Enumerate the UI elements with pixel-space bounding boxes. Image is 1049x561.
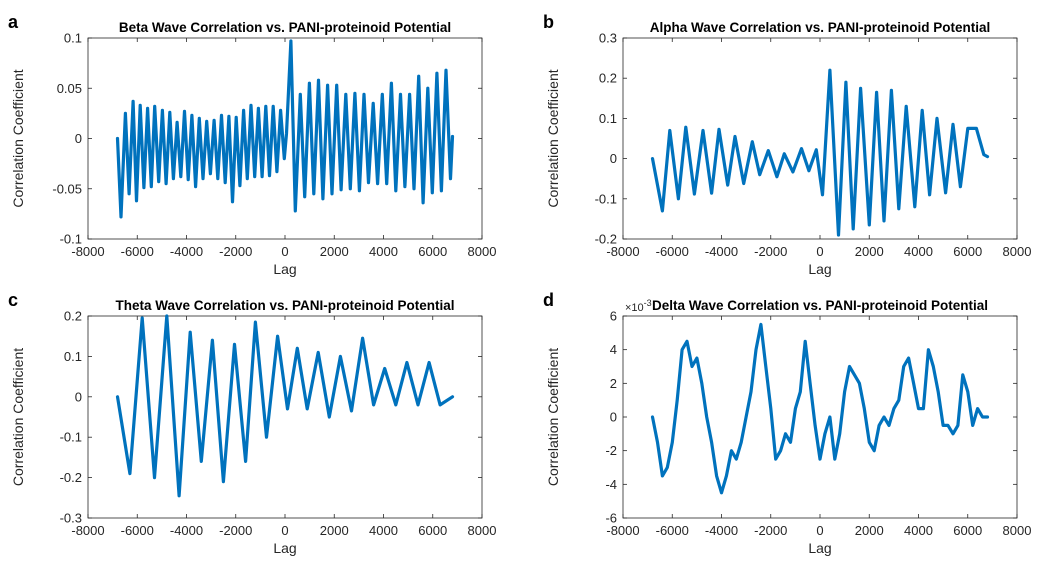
y-tick-label: 0.3 xyxy=(599,31,617,46)
axes-box xyxy=(622,37,1018,240)
y-axis-label: Correlation Coefficient xyxy=(545,69,561,207)
x-tick-label: -2000 xyxy=(754,244,787,259)
x-tick-label: -4000 xyxy=(705,523,738,538)
y-tick-label: 0 xyxy=(610,151,617,166)
x-tick-label: 2000 xyxy=(320,523,349,538)
x-tick-label: -6000 xyxy=(121,523,154,538)
x-tick-label: 4000 xyxy=(904,244,933,259)
chart-title: Alpha Wave Correlation vs. PANI-proteino… xyxy=(650,20,991,35)
x-tick-label: 2000 xyxy=(855,523,884,538)
y-tick-label: 0 xyxy=(75,389,82,404)
x-tick-label: 8000 xyxy=(468,523,497,538)
y-tick-label: 4 xyxy=(610,342,617,357)
y-tick-label: -0.1 xyxy=(595,191,617,206)
y-tick-label: -0.3 xyxy=(60,511,82,526)
x-tick-label: 0 xyxy=(281,244,288,259)
x-tick-label: -2000 xyxy=(754,523,787,538)
y-tick-label: -2 xyxy=(605,443,617,458)
x-axis-label: Lag xyxy=(808,540,831,556)
x-tick-label: 2000 xyxy=(855,244,884,259)
x-tick-label: 8000 xyxy=(1003,244,1032,259)
x-tick-label: -6000 xyxy=(656,244,689,259)
x-tick-label: -8000 xyxy=(71,523,104,538)
x-tick-label: -2000 xyxy=(219,523,252,538)
x-tick-label: 6000 xyxy=(953,244,982,259)
chart-panel-b: -8000 -6000 -4000 -2000 0 2000 4000 6000 8000 -0.… xyxy=(543,12,1031,277)
panel-letter: a xyxy=(8,12,19,32)
y-tick-label: -4 xyxy=(605,477,617,492)
chart-title: Theta Wave Correlation vs. PANI-proteino… xyxy=(115,298,454,313)
x-tick-label: 0 xyxy=(816,244,823,259)
x-tick-label: 6000 xyxy=(418,523,447,538)
series-line xyxy=(650,68,990,237)
y-exponent-label: ×10-3 xyxy=(625,298,652,314)
x-tick-label: -8000 xyxy=(606,523,639,538)
y-tick-label: -0.2 xyxy=(60,470,82,485)
x-axis-label: Lag xyxy=(808,261,831,277)
x-tick-label: -8000 xyxy=(71,244,104,259)
x-tick-label: 6000 xyxy=(418,244,447,259)
y-tick-label: 6 xyxy=(610,309,617,324)
y-tick-label: 0.1 xyxy=(599,111,617,126)
panel-letter: d xyxy=(543,290,554,310)
y-tick-label: -0.1 xyxy=(60,232,82,247)
x-tick-label: 2000 xyxy=(320,244,349,259)
x-tick-label: 6000 xyxy=(953,523,982,538)
y-tick-label: -0.2 xyxy=(595,232,617,247)
x-axis-label: Lag xyxy=(273,540,296,556)
y-tick-label: 2 xyxy=(610,376,617,391)
y-tick-label: -6 xyxy=(605,511,617,526)
x-tick-label: 4000 xyxy=(369,523,398,538)
axes-box xyxy=(87,315,483,519)
chart-title: Delta Wave Correlation vs. PANI-proteino… xyxy=(652,298,988,313)
x-tick-label: -6000 xyxy=(121,244,154,259)
y-tick-label: 0.1 xyxy=(64,349,82,364)
x-tick-label: 4000 xyxy=(369,244,398,259)
series-line xyxy=(650,322,990,495)
panel-letter: c xyxy=(8,290,18,310)
x-tick-label: 8000 xyxy=(1003,523,1032,538)
x-tick-label: -6000 xyxy=(656,523,689,538)
y-tick-label: -0.1 xyxy=(60,430,82,445)
y-axis-label: Correlation Coefficient xyxy=(545,348,561,486)
x-tick-label: 4000 xyxy=(904,523,933,538)
y-tick-label: 0.1 xyxy=(64,31,82,46)
x-tick-label: -4000 xyxy=(705,244,738,259)
chart-panel-a: -8000 -6000 -4000 -2000 0 2000 4000 6000 8000 -0.… xyxy=(8,12,496,277)
x-tick-label: -2000 xyxy=(219,244,252,259)
panel-letter: b xyxy=(543,12,554,32)
x-tick-label: 8000 xyxy=(468,244,497,259)
x-tick-label: -4000 xyxy=(170,523,203,538)
x-axis-label: Lag xyxy=(273,261,296,277)
y-tick-label: 0 xyxy=(75,131,82,146)
x-tick-label: 0 xyxy=(281,523,288,538)
y-axis-label: Correlation Coefficient xyxy=(10,69,26,207)
chart-panel-c: -8000 -6000 -4000 -2000 0 2000 4000 6000 8000 -0.… xyxy=(8,290,496,556)
x-tick-label: 0 xyxy=(816,523,823,538)
y-tick-label: 0.2 xyxy=(64,309,82,324)
chart-title: Beta Wave Correlation vs. PANI-proteinoi… xyxy=(119,20,451,35)
y-tick-label: 0.2 xyxy=(599,71,617,86)
y-tick-label: 0 xyxy=(610,410,617,425)
y-tick-label: -0.05 xyxy=(52,181,82,196)
series-line xyxy=(115,314,455,498)
y-axis-label: Correlation Coefficient xyxy=(10,348,26,486)
y-tick-label: 0.05 xyxy=(57,81,82,96)
x-tick-label: -4000 xyxy=(170,244,203,259)
series-line xyxy=(115,39,455,219)
chart-panel-d: -8000 -6000 -4000 -2000 0 2000 4000 6000 8000 -6 -… xyxy=(543,290,1031,556)
x-tick-label: -8000 xyxy=(606,244,639,259)
